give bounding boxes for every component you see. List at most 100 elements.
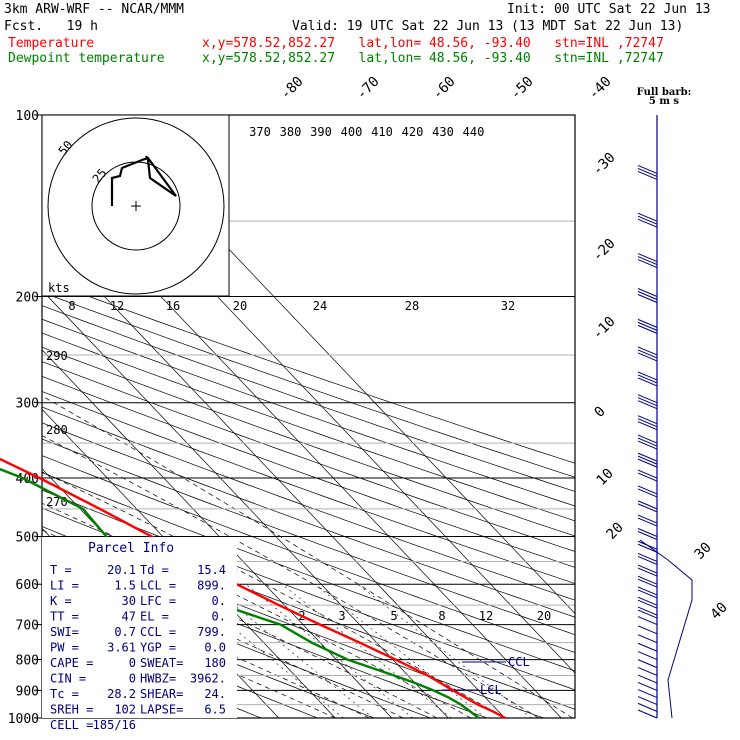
wind-barb — [637, 452, 658, 462]
wind-barb — [637, 514, 658, 524]
pressure-label-200: 200 — [16, 291, 39, 306]
wind-barb — [637, 689, 658, 699]
speed-label: 32 — [501, 299, 515, 313]
wind-barb — [637, 606, 658, 616]
wind-barb — [637, 531, 658, 540]
wind-barb — [637, 634, 658, 644]
parcel-label: SWI= — [50, 625, 79, 639]
isotherm-label: 10 — [594, 466, 617, 489]
wind-barb — [637, 371, 658, 381]
wind-barb — [637, 215, 658, 225]
parcel-value: 0. — [212, 610, 226, 624]
wind-barb — [637, 318, 658, 328]
parcel-value: 30 — [122, 594, 136, 608]
wind-barb — [637, 253, 658, 263]
isotherm-label: 40 — [708, 600, 731, 623]
wind-barb — [637, 503, 658, 513]
wind-barb — [637, 500, 658, 510]
wind-barb — [637, 259, 658, 269]
wind-trace — [639, 539, 693, 719]
wind-barb — [637, 659, 658, 669]
wind-barb — [637, 421, 658, 431]
parcel-label: SWEAT= — [140, 656, 183, 670]
wind-barb — [637, 288, 658, 297]
parcel-label: PW = — [50, 641, 79, 655]
parcel-label: CELL = — [50, 718, 93, 732]
parcel-label: CCL = — [140, 625, 176, 639]
mixing-ratio-label: 5 — [390, 609, 397, 623]
parcel-label: T = — [50, 563, 72, 577]
wind-barb — [637, 567, 658, 577]
parcel-label: EL = — [140, 610, 169, 624]
dewpoint-legend: Dewpoint temperature — [8, 51, 165, 66]
moist-adiabat — [42, 589, 336, 718]
parcel-label: SHEAR= — [140, 687, 183, 701]
valid-time: Valid: 19 UTC Sat 22 Jun 13 (13 MDT Sat … — [292, 19, 684, 34]
parcel-value: 15.4 — [197, 563, 226, 577]
wind-barb — [637, 397, 658, 407]
parcel-value: 1.5 — [114, 579, 136, 593]
wind-barb — [637, 164, 658, 174]
mixing-ratio-line — [245, 583, 413, 718]
theta-label: 420 — [402, 125, 424, 139]
full-barb-value: 5 m s — [649, 96, 680, 107]
temperature-location: x,y=578.52,852.27 lat,lon= 48.56, -93.40… — [202, 36, 664, 51]
wind-barb — [637, 552, 658, 562]
wind-barb — [637, 709, 658, 719]
dry-adiabat-label: 270 — [46, 495, 68, 509]
wind-barb — [637, 434, 658, 444]
parcel-label: YGP = — [140, 641, 176, 655]
moist-adiabat — [42, 529, 438, 718]
isotherm — [42, 289, 449, 718]
pressure-label-800: 800 — [16, 654, 39, 669]
forecast-hour: Fcst. 19 h — [4, 19, 98, 34]
wind-barb — [637, 291, 658, 300]
parcel-value: 3962. — [190, 672, 226, 686]
parcel-value: 47 — [122, 610, 136, 624]
temperature-legend: Temperature — [8, 36, 95, 51]
parcel-info-title: Parcel Info — [88, 541, 174, 556]
lcl-label: LCL — [480, 683, 502, 697]
theta-label: 390 — [310, 125, 332, 139]
wind-barb — [637, 321, 658, 331]
mixing-ratio-label: 3 — [338, 609, 345, 623]
wind-barb — [637, 564, 658, 574]
wind-barb — [637, 212, 658, 222]
wind-barb — [637, 609, 658, 619]
theta-label: 380 — [280, 125, 302, 139]
wind-barb — [637, 352, 658, 362]
wind-barb — [637, 666, 658, 676]
wind-barb — [637, 575, 658, 585]
speed-label: 28 — [405, 299, 419, 313]
parcel-value: 102 — [114, 703, 136, 717]
parcel-value: 0 — [129, 672, 136, 686]
wind-barb — [637, 543, 658, 553]
pressure-label-900: 900 — [16, 684, 39, 699]
wind-barb — [637, 702, 658, 712]
isotherm — [42, 349, 393, 718]
mixing-ratio-label: 12 — [479, 609, 493, 623]
wind-barb — [637, 528, 658, 537]
ccl-label: CCL — [508, 655, 530, 669]
wind-barb — [637, 555, 658, 565]
parcel-label: CIN = — [50, 672, 86, 686]
parcel-value: 20.1 — [107, 563, 136, 577]
parcel-label: CAPE = — [50, 656, 93, 670]
wind-barb — [637, 415, 658, 425]
wind-barb — [637, 599, 658, 609]
isotherm — [42, 408, 336, 718]
isotherm-label: -50 — [508, 74, 537, 103]
speed-label: 16 — [166, 299, 180, 313]
wind-barb — [637, 625, 658, 635]
isotherm-label: -70 — [354, 74, 383, 103]
parcel-label: TT = — [50, 610, 79, 624]
wind-barb — [637, 440, 658, 450]
wind-barb — [637, 418, 658, 428]
pressure-label-600: 600 — [16, 578, 39, 593]
wind-barb — [637, 400, 658, 410]
theta-label: 370 — [249, 125, 271, 139]
wind-barb — [637, 696, 658, 706]
isotherm-label: 30 — [692, 540, 715, 563]
wind-barb — [637, 681, 658, 691]
full-barb-label: Full barb: — [637, 87, 692, 98]
